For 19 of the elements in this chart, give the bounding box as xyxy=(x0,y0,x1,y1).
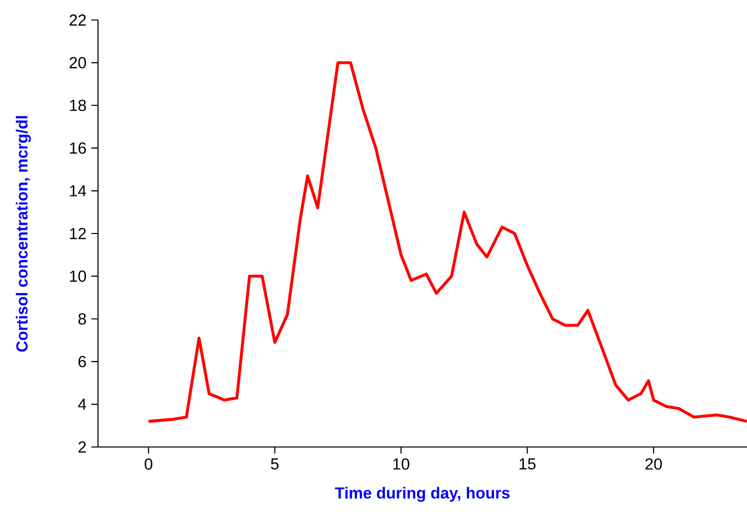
x-tick-label: 5 xyxy=(270,458,279,470)
y-tick-label: 12 xyxy=(70,228,86,240)
y-tick-label: 18 xyxy=(70,100,86,112)
line-series xyxy=(147,61,747,423)
y-axis-title: Cortisol concentration, mcrg/dl xyxy=(16,116,31,352)
x-tick-label: 20 xyxy=(645,458,662,470)
y-tick-label: 8 xyxy=(78,313,86,325)
x-tick-label: 0 xyxy=(144,458,152,470)
x-axis-title: Time during day, hours xyxy=(334,486,510,502)
y-tick-label: 22 xyxy=(70,14,86,26)
y-tick-label: 4 xyxy=(78,398,86,410)
x-tick-label: 15 xyxy=(520,458,536,470)
y-tick-label: 6 xyxy=(78,356,86,368)
y-tick-label: 20 xyxy=(70,57,86,68)
y-tick-label: 14 xyxy=(70,185,86,196)
y-tick-label: 2 xyxy=(78,441,86,453)
y-tick-label: 10 xyxy=(70,270,86,282)
y-tick-label: 16 xyxy=(70,142,86,154)
x-tick-label: 10 xyxy=(393,458,410,470)
